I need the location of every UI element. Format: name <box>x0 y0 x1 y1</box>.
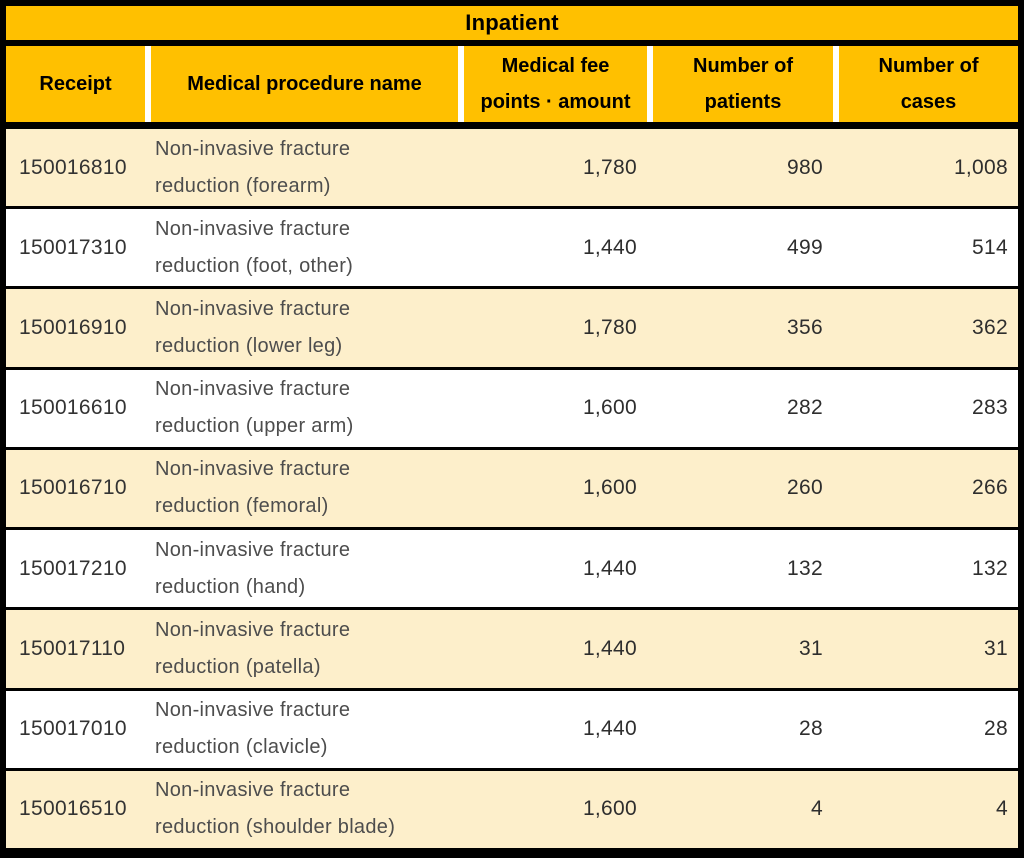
procedure-name: Non-invasive fracture reduction (femoral… <box>155 458 351 518</box>
receipt-cell: 150016710 <box>19 476 127 500</box>
table-header-row: Receipt Medical procedure name Medical f… <box>6 46 1018 122</box>
receipt-cell: 150016510 <box>19 797 127 821</box>
header-label: Medical fee points · amount <box>480 55 631 113</box>
cases-cell: 266 <box>972 476 1008 500</box>
procedure-name: Non-invasive fracture reduction (forearm… <box>155 137 351 197</box>
receipt-cell: 150017210 <box>19 556 127 580</box>
procedure-cell: Non-invasive fracture reduction (forearm… <box>151 129 458 206</box>
patients-cell: 980 <box>787 155 823 179</box>
procedure-cell: Non-invasive fracture reduction (shoulde… <box>151 771 458 848</box>
receipt-cell: 150017010 <box>19 717 127 741</box>
cases-cell: 514 <box>972 235 1008 259</box>
fee-cell: 1,440 <box>582 717 637 741</box>
procedure-name: Non-invasive fracture reduction (patella… <box>155 618 351 678</box>
fee-cell: 1,440 <box>582 556 637 580</box>
header-cell-fee-points: Medical fee points · amount <box>464 46 647 122</box>
header-cell-number-of-cases: Number of cases <box>839 46 1018 122</box>
table-row: 150017110 Non-invasive fracture reductio… <box>6 610 1018 688</box>
receipt-cell: 150016610 <box>19 396 127 420</box>
cases-cell: 4 <box>996 797 1008 821</box>
receipt-cell: 150016910 <box>19 316 127 340</box>
patients-cell: 499 <box>787 235 823 259</box>
patients-cell: 282 <box>787 396 823 420</box>
procedure-cell: Non-invasive fracture reduction (femoral… <box>151 450 458 527</box>
procedure-cell: Non-invasive fracture reduction (clavicl… <box>151 691 458 768</box>
patients-cell: 260 <box>787 476 823 500</box>
fee-cell: 1,600 <box>582 476 637 500</box>
procedure-cell: Non-invasive fracture reduction (upper a… <box>151 370 458 447</box>
table-title: Inpatient <box>6 6 1018 40</box>
header-label: Receipt <box>39 73 112 95</box>
table-row: 150016910 Non-invasive fracture reductio… <box>6 289 1018 367</box>
header-cell-number-of-patients: Number of patients <box>653 46 833 122</box>
procedure-cell: Non-invasive fracture reduction (foot, o… <box>151 209 458 286</box>
procedure-name: Non-invasive fracture reduction (upper a… <box>155 378 354 438</box>
fee-cell: 1,440 <box>582 636 637 660</box>
table-body: 150016810 Non-invasive fracture reductio… <box>6 129 1018 848</box>
receipt-cell: 150017110 <box>19 636 126 660</box>
procedure-cell: Non-invasive fracture reduction (lower l… <box>151 289 458 366</box>
header-cell-receipt: Receipt <box>6 46 145 122</box>
patients-cell: 4 <box>811 797 823 821</box>
header-cell-procedure-name: Medical procedure name <box>151 46 458 122</box>
fee-cell: 1,440 <box>582 235 637 259</box>
patients-cell: 31 <box>799 636 823 660</box>
procedure-cell: Non-invasive fracture reduction (patella… <box>151 610 458 687</box>
procedure-cell: Non-invasive fracture reduction (hand) <box>151 530 458 607</box>
procedure-name: Non-invasive fracture reduction (shoulde… <box>155 779 396 839</box>
procedure-name: Non-invasive fracture reduction (foot, o… <box>155 217 354 277</box>
cases-cell: 283 <box>972 396 1008 420</box>
fee-cell: 1,600 <box>582 797 637 821</box>
cases-cell: 31 <box>984 636 1008 660</box>
cases-cell: 1,008 <box>953 155 1008 179</box>
procedure-name: Non-invasive fracture reduction (clavicl… <box>155 699 351 759</box>
receipt-cell: 150016810 <box>19 155 127 179</box>
patients-cell: 356 <box>787 316 823 340</box>
table-row: 150016810 Non-invasive fracture reductio… <box>6 129 1018 207</box>
table-row: 150017210 Non-invasive fracture reductio… <box>6 530 1018 608</box>
table-row: 150017310 Non-invasive fracture reductio… <box>6 209 1018 287</box>
fee-cell: 1,600 <box>582 396 637 420</box>
table-row: 150016510 Non-invasive fracture reductio… <box>6 770 1018 848</box>
cases-cell: 132 <box>972 556 1008 580</box>
patients-cell: 132 <box>787 556 823 580</box>
header-label: Number of cases <box>878 55 979 113</box>
procedure-name: Non-invasive fracture reduction (lower l… <box>155 298 351 358</box>
cases-cell: 28 <box>984 717 1008 741</box>
receipt-cell: 150017310 <box>19 235 127 259</box>
header-label: Number of patients <box>693 55 793 113</box>
table-row: 150017010 Non-invasive fracture reductio… <box>6 690 1018 768</box>
fee-cell: 1,780 <box>582 316 637 340</box>
fee-cell: 1,780 <box>582 155 637 179</box>
table-row: 150016710 Non-invasive fracture reductio… <box>6 449 1018 528</box>
cases-cell: 362 <box>972 316 1008 340</box>
table-row: 150016610 Non-invasive fracture reductio… <box>6 369 1018 447</box>
procedure-name: Non-invasive fracture reduction (hand) <box>155 538 351 598</box>
header-label: Medical procedure name <box>187 73 422 95</box>
patients-cell: 28 <box>799 717 823 741</box>
